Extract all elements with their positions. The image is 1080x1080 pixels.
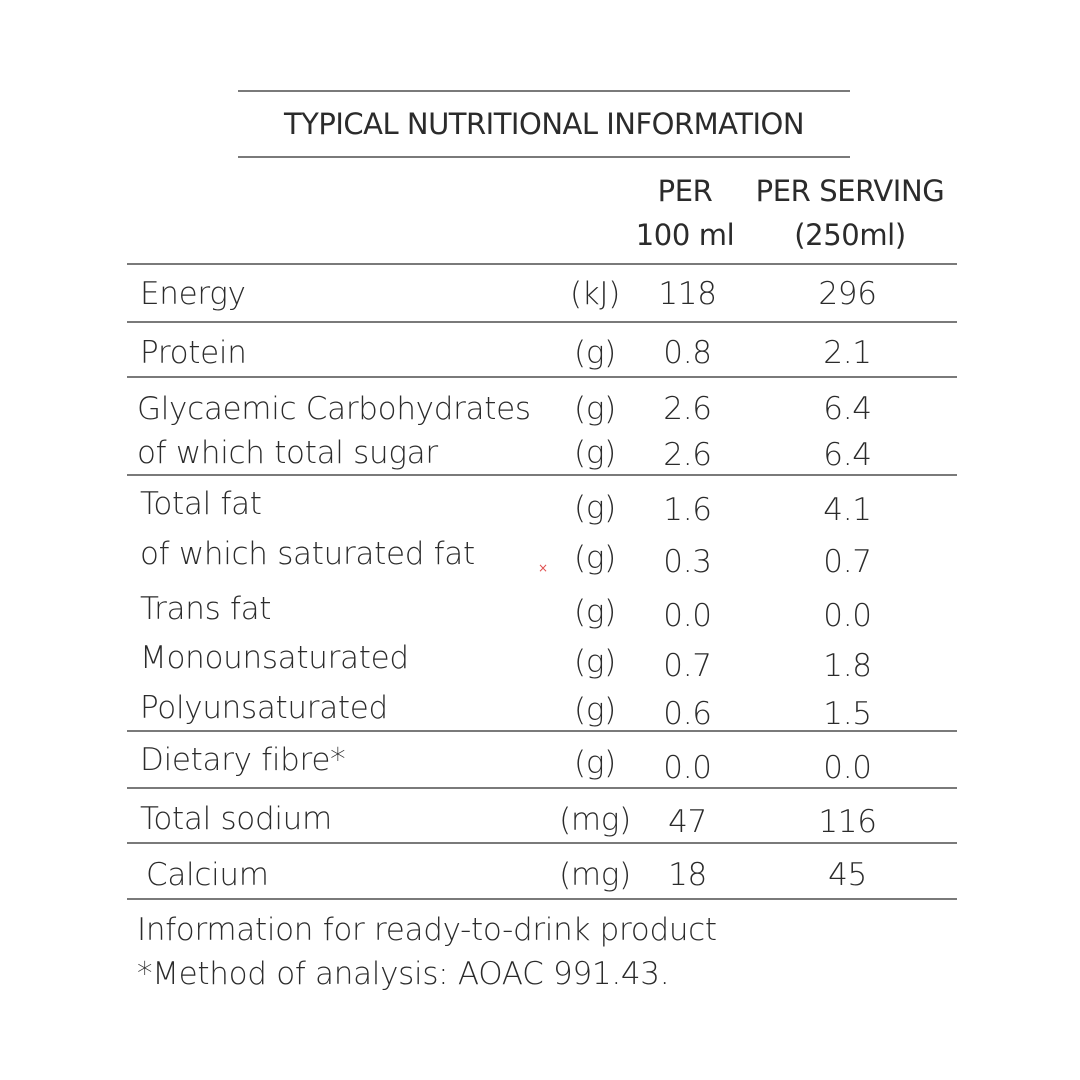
nutrient-unit: (kJ)	[569, 276, 621, 312]
title-top-rule	[238, 90, 850, 92]
table-rule	[127, 842, 957, 844]
table-rule	[127, 474, 957, 476]
nutrient-unit: (g)	[574, 490, 616, 526]
table-title: TYPICAL NUTRITIONAL INFORMATION	[283, 107, 805, 141]
value-per100: 0.3	[663, 544, 712, 580]
value-per-serving: 0.7	[823, 544, 872, 580]
value-per-serving: 2.1	[823, 335, 872, 371]
nutrient-name: Calcium	[146, 857, 269, 893]
value-per100: 0.8	[663, 335, 712, 371]
nutrient-name: Total fat	[140, 486, 262, 522]
value-per100: 118	[658, 276, 717, 312]
value-per-serving: 4.1	[823, 492, 872, 528]
table-rule	[127, 376, 957, 378]
nutrient-name: Glycaemic Carbohydrates	[137, 391, 531, 427]
value-per-serving: 0.0	[823, 750, 872, 786]
footer-note: Information for ready-to-drink product	[137, 912, 717, 948]
nutrient-name: of which saturated fat	[140, 536, 475, 572]
nutrient-unit: (g)	[574, 594, 616, 630]
nutrient-name: Monounsaturated	[140, 640, 409, 676]
table-rule	[127, 321, 957, 323]
nutrient-name: Energy	[140, 276, 246, 312]
value-per100: 0.7	[663, 648, 712, 684]
value-per-serving: 1.5	[823, 696, 872, 732]
nutrient-name: Trans fat	[140, 591, 272, 627]
value-per-serving: 6.4	[823, 437, 872, 473]
value-per-serving: 0.0	[823, 598, 872, 634]
nutrient-name: Total sodium	[140, 801, 332, 837]
nutrient-name: Polyunsaturated	[140, 690, 388, 726]
value-per-serving: 45	[828, 857, 867, 893]
nutrient-unit: (g)	[574, 435, 616, 471]
value-per100: 18	[668, 857, 707, 893]
table-rule	[127, 263, 957, 265]
value-per-serving: 116	[818, 804, 877, 840]
value-per-serving: 1.8	[823, 648, 872, 684]
header-per100-line2: 100 ml	[635, 218, 735, 252]
nutrient-unit: (g)	[574, 335, 616, 371]
header-serving-line1: PER SERVING	[755, 174, 945, 208]
nutrient-name: of which total sugar	[137, 435, 438, 471]
table-rule	[127, 787, 957, 789]
nutrient-unit: (mg)	[559, 802, 631, 838]
header-serving-line2: (250ml)	[794, 218, 906, 252]
table-rule	[127, 730, 957, 732]
value-per100: 0.0	[663, 598, 712, 634]
value-per100: 0.6	[663, 696, 712, 732]
nutrient-unit: (g)	[574, 745, 616, 781]
stray-mark: ×	[538, 561, 549, 575]
nutrient-unit: (g)	[574, 540, 616, 576]
value-per100: 47	[668, 804, 707, 840]
value-per-serving: 6.4	[823, 391, 872, 427]
header-per100-line1: PER	[657, 174, 713, 208]
table-rule	[127, 898, 957, 900]
value-per100: 2.6	[663, 437, 712, 473]
nutrient-unit: (g)	[574, 692, 616, 728]
footer-method-note: *Method of analysis: AOAC 991.43.	[137, 956, 670, 992]
value-per100: 0.0	[663, 750, 712, 786]
value-per-serving: 296	[818, 276, 877, 312]
value-per100: 1.6	[663, 492, 712, 528]
title-bottom-rule	[238, 156, 850, 158]
nutrient-unit: (g)	[574, 644, 616, 680]
nutrient-unit: (mg)	[559, 857, 631, 893]
value-per100: 2.6	[663, 391, 712, 427]
nutrient-name: Protein	[140, 335, 247, 371]
nutrient-unit: (g)	[574, 391, 616, 427]
nutrient-name: Dietary fibre*	[140, 742, 346, 778]
